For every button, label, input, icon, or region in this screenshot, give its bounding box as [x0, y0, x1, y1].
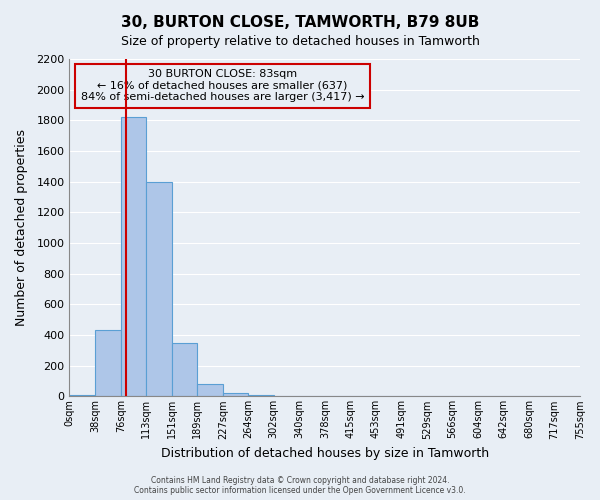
Bar	[70, 395, 95, 396]
Text: 30, BURTON CLOSE, TAMWORTH, B79 8UB: 30, BURTON CLOSE, TAMWORTH, B79 8UB	[121, 15, 479, 30]
Bar	[223, 392, 248, 396]
X-axis label: Distribution of detached houses by size in Tamworth: Distribution of detached houses by size …	[161, 447, 489, 460]
Bar	[172, 342, 197, 396]
Bar	[95, 330, 121, 396]
Text: Size of property relative to detached houses in Tamworth: Size of property relative to detached ho…	[121, 35, 479, 48]
Bar	[248, 395, 274, 396]
Text: Contains HM Land Registry data © Crown copyright and database right 2024.
Contai: Contains HM Land Registry data © Crown c…	[134, 476, 466, 495]
Y-axis label: Number of detached properties: Number of detached properties	[15, 129, 28, 326]
Bar	[121, 118, 146, 396]
Text: 30 BURTON CLOSE: 83sqm
← 16% of detached houses are smaller (637)
84% of semi-de: 30 BURTON CLOSE: 83sqm ← 16% of detached…	[81, 69, 364, 102]
Bar	[146, 182, 172, 396]
Bar	[197, 384, 223, 396]
